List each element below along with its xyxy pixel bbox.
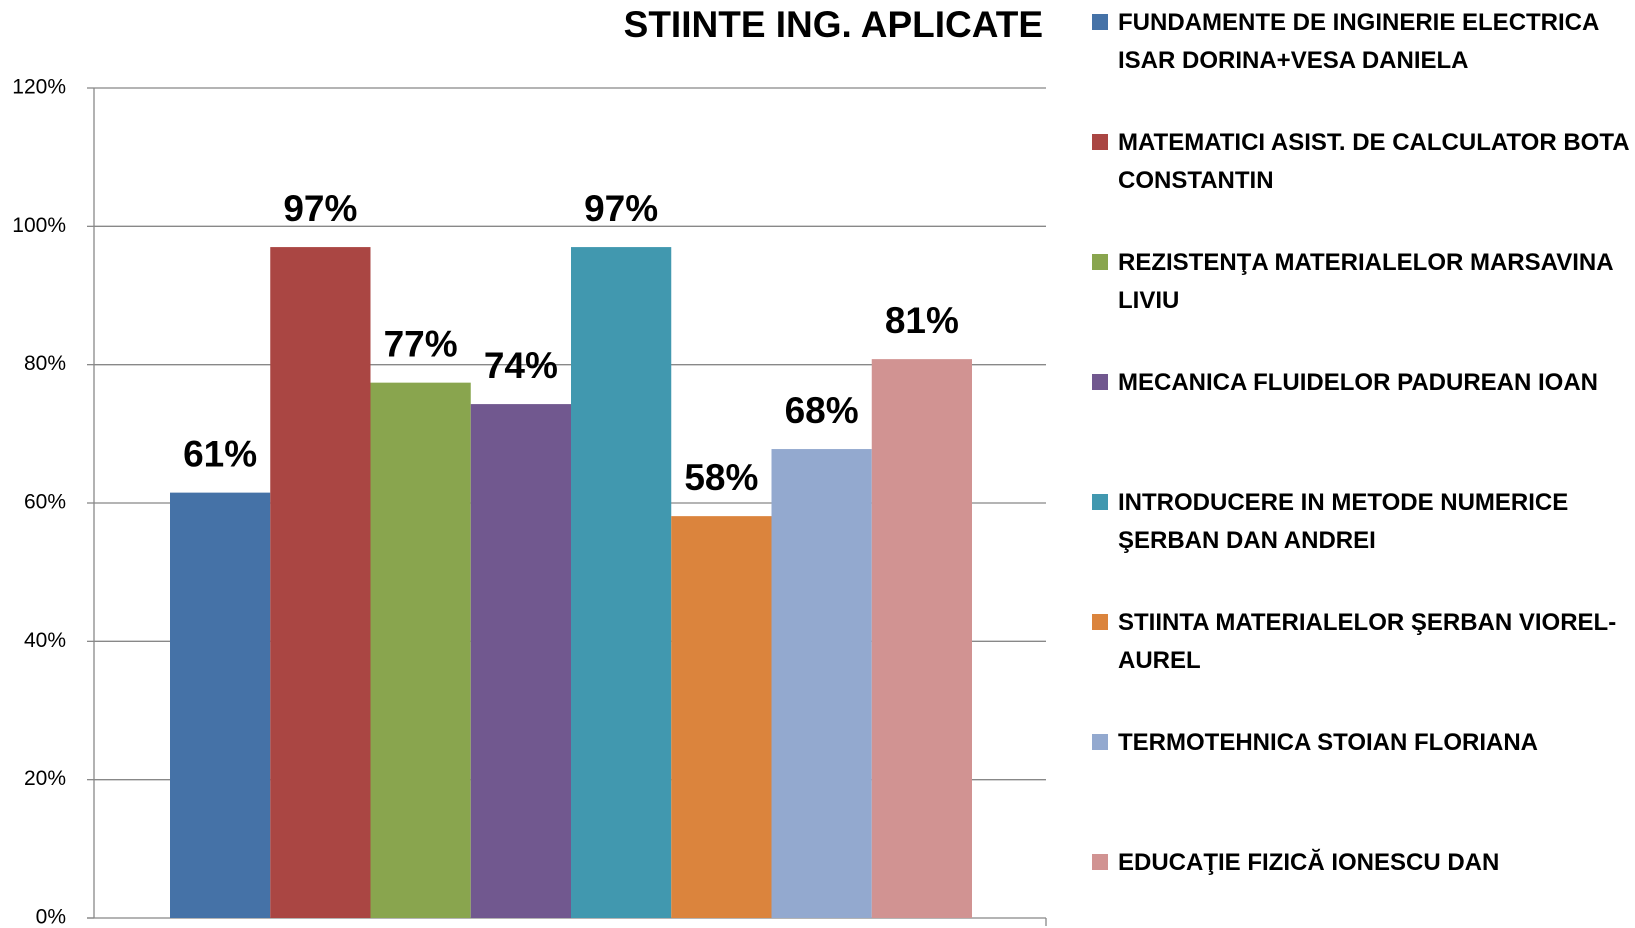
legend-item: MECANICA FLUIDELOR PADUREAN IOAN (1092, 368, 1632, 402)
value-label: 81% (885, 300, 959, 341)
legend-swatch (1092, 374, 1108, 390)
value-label: 61% (183, 433, 257, 474)
legend-swatch (1092, 134, 1108, 150)
legend-label: REZISTENŢA MATERIALELOR MARSAVINA LIVIU (1118, 249, 1613, 314)
legend-label: FUNDAMENTE DE INGINERIE ELECTRICA ISAR D… (1118, 9, 1599, 74)
y-tick-label: 100% (12, 214, 66, 237)
y-tick-label: 40% (24, 629, 66, 652)
legend-label: TERMOTEHNICA STOIAN FLORIANA (1118, 729, 1538, 756)
legend-label: MECANICA FLUIDELOR PADUREAN IOAN (1118, 369, 1598, 396)
legend-item: INTRODUCERE IN METODE NUMERICE ŞERBAN DA… (1092, 488, 1632, 560)
value-label: 97% (584, 188, 658, 229)
y-tick-label: 60% (24, 491, 66, 514)
y-tick-label: 20% (24, 767, 66, 790)
bar (571, 247, 672, 919)
y-tick-label: 120% (12, 76, 66, 99)
bar (470, 404, 571, 918)
legend-swatch (1092, 494, 1108, 510)
chart-title: STIINTE ING. APLICATE (624, 4, 1043, 45)
legend-item: REZISTENŢA MATERIALELOR MARSAVINA LIVIU (1092, 248, 1632, 320)
y-tick-label: 0% (36, 906, 66, 928)
value-label: 58% (684, 457, 758, 498)
value-label: 97% (283, 188, 357, 229)
legend-item: MATEMATICI ASIST. DE CALCULATOR BOTA CON… (1092, 128, 1632, 200)
bar (671, 516, 772, 918)
bar (370, 382, 471, 918)
legend-item: EDUCAŢIE FIZICĂ IONESCU DAN (1092, 848, 1632, 882)
legend-item: TERMOTEHNICA STOIAN FLORIANA (1092, 728, 1632, 762)
legend-swatch (1092, 854, 1108, 870)
legend-swatch (1092, 734, 1108, 750)
legend-label: STIINTA MATERIALELOR ŞERBAN VIOREL-AUREL (1118, 609, 1617, 674)
y-tick-label: 80% (24, 352, 66, 375)
legend-label: INTRODUCERE IN METODE NUMERICE ŞERBAN DA… (1118, 489, 1569, 554)
legend-label: MATEMATICI ASIST. DE CALCULATOR BOTA CON… (1118, 129, 1629, 194)
value-label: 77% (384, 323, 458, 364)
legend-item: FUNDAMENTE DE INGINERIE ELECTRICA ISAR D… (1092, 8, 1632, 80)
legend-swatch (1092, 14, 1108, 30)
bar (871, 359, 972, 919)
bar (771, 449, 872, 918)
value-label: 68% (785, 390, 859, 431)
legend-swatch (1092, 614, 1108, 630)
legend-item: STIINTA MATERIALELOR ŞERBAN VIOREL-AUREL (1092, 608, 1632, 680)
bar (170, 492, 271, 918)
legend-label: EDUCAŢIE FIZICĂ IONESCU DAN (1118, 849, 1500, 876)
legend-swatch (1092, 254, 1108, 270)
value-label: 74% (484, 345, 558, 386)
bar (270, 247, 371, 919)
